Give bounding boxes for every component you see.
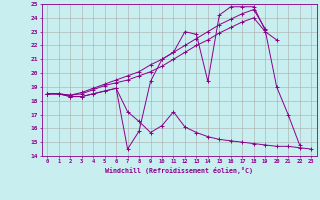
X-axis label: Windchill (Refroidissement éolien,°C): Windchill (Refroidissement éolien,°C)	[105, 167, 253, 174]
